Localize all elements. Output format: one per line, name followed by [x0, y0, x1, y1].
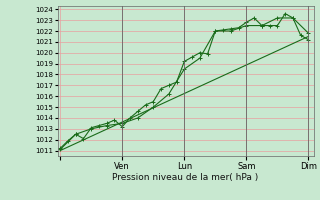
- X-axis label: Pression niveau de la mer( hPa ): Pression niveau de la mer( hPa ): [112, 173, 259, 182]
